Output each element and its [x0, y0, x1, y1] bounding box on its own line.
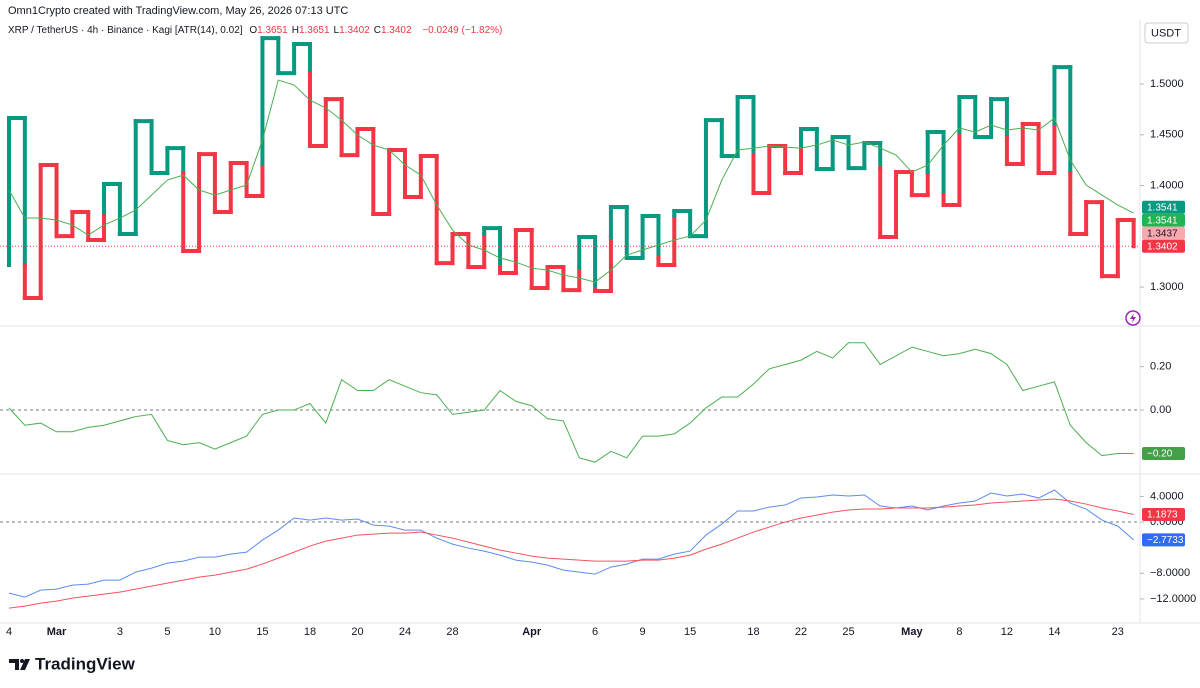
price-badge	[1142, 200, 1185, 214]
x-tick-label: 5	[164, 626, 170, 638]
x-tick-label: Apr	[522, 626, 542, 638]
x-tick-label: May	[901, 626, 923, 638]
series-line	[8, 498, 1134, 609]
y-tick-label: 0.00	[1150, 404, 1171, 416]
alert-icon[interactable]	[1125, 310, 1141, 326]
ohlc-key: C	[373, 25, 381, 36]
credit-line: Omn1Crypto created with TradingView.com,…	[8, 5, 352, 17]
x-tick-label: 15	[256, 626, 268, 638]
price-badge	[1142, 213, 1185, 227]
x-tick-label: 10	[209, 626, 221, 638]
price-badge-label: 1.3541	[1147, 202, 1178, 213]
y-tick-label: −12.0000	[1150, 593, 1196, 605]
price-badge-label: 1.1873	[1147, 510, 1178, 521]
price-badge-label: 1.3402	[1147, 241, 1178, 252]
credit: Omn1Crypto created with TradingView.com,…	[8, 5, 349, 17]
series-line	[8, 342, 1134, 463]
ohlc-key: O	[249, 25, 258, 36]
y-tick-label: 1.4000	[1150, 179, 1184, 191]
ohlc-value: 1.3651	[298, 25, 330, 36]
currency-button[interactable]	[1144, 22, 1189, 44]
x-tick-label: 22	[795, 626, 807, 638]
x-tick-label: 20	[351, 626, 363, 638]
x-tick-label: 28	[446, 626, 458, 638]
ohlc-value: 1.3402	[339, 25, 370, 36]
y-tick-label: 1.4500	[1150, 129, 1184, 141]
series-line	[8, 489, 1134, 598]
y-tick-label: 4.0000	[1150, 490, 1184, 502]
price-badge	[1142, 226, 1185, 240]
x-tick-label: 25	[842, 626, 854, 638]
ohlc-value: 1.3402	[380, 25, 412, 36]
price-badge-label: −0.20	[1147, 449, 1173, 460]
price-badge-label: 1.3437	[1147, 228, 1178, 239]
symbol: XRP / TetherUS · 4h · Binance · Kagi [AT…	[8, 25, 243, 36]
ohlc: O1.3651 H1.3651 L1.3402 C1.3402	[249, 25, 415, 36]
legend: XRP / TetherUS · 4h · Binance · Kagi [AT…	[8, 25, 506, 36]
price-badge	[1142, 533, 1185, 547]
price-badge	[1142, 239, 1185, 253]
x-tick-label: 3	[117, 626, 123, 638]
brand-name: TradingView	[35, 654, 136, 673]
x-tick-label: 12	[1001, 626, 1013, 638]
x-tick-label: 9	[640, 626, 646, 638]
x-tick-label: 4	[6, 626, 12, 638]
x-tick-label: 15	[684, 626, 696, 638]
x-tick-label: 18	[304, 626, 316, 638]
change: −0.0249 (−1.82%)	[422, 25, 503, 36]
currency-label: USDT	[1151, 27, 1181, 39]
y-tick-label: −8.0000	[1150, 567, 1190, 579]
brand-logo	[9, 659, 30, 670]
price-badge-label: −2.7733	[1147, 535, 1184, 546]
y-tick-label: 1.5000	[1150, 78, 1184, 90]
y-tick-label: 0.20	[1150, 361, 1171, 373]
ohlc-key: L	[333, 25, 340, 36]
x-tick-label: 14	[1048, 626, 1060, 638]
x-tick-label: 24	[399, 626, 411, 638]
x-tick-label: 8	[956, 626, 962, 638]
x-tick-label: 18	[747, 626, 759, 638]
ohlc-key: H	[291, 25, 299, 36]
overlay-line	[8, 79, 1134, 283]
price-badge	[1142, 446, 1185, 460]
price-badge-label: 1.3541	[1147, 215, 1178, 226]
x-tick-label: Mar	[47, 626, 67, 638]
x-tick-label: 23	[1112, 626, 1124, 638]
y-tick-label: 1.3000	[1150, 281, 1184, 293]
ohlc-value: 1.3651	[257, 25, 288, 36]
x-tick-label: 6	[592, 626, 598, 638]
price-badge	[1142, 507, 1185, 521]
